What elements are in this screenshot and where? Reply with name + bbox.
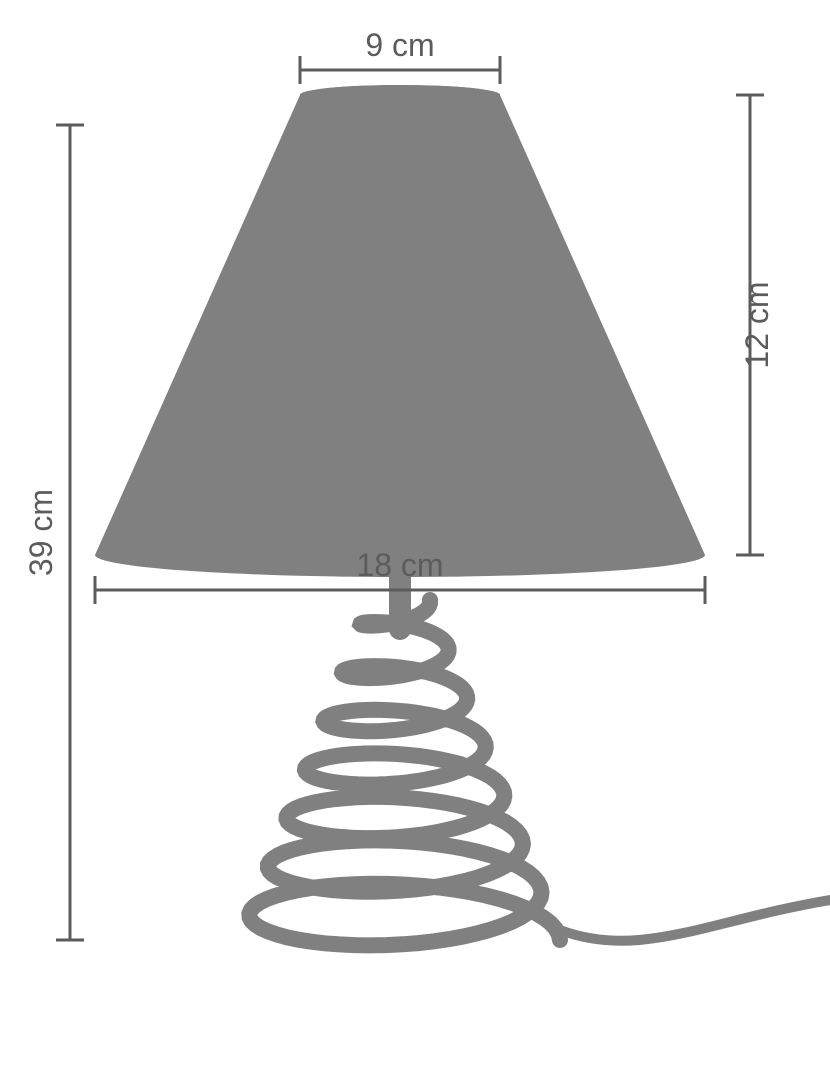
lamp-shade-top: [300, 85, 500, 105]
dimension-vertical: 39 cm: [23, 125, 84, 940]
lamp-shade: [95, 85, 705, 577]
lamp-spiral-base: [249, 600, 560, 945]
dimension-horizontal: 9 cm: [300, 27, 500, 84]
dimension-label: 39 cm: [23, 489, 59, 576]
dimension-vertical: 12 cm: [736, 95, 775, 555]
dimension-label: 18 cm: [356, 547, 443, 583]
dimension-label: 12 cm: [739, 281, 775, 368]
lamp-cord: [560, 900, 830, 941]
dimension-label: 9 cm: [365, 27, 434, 63]
